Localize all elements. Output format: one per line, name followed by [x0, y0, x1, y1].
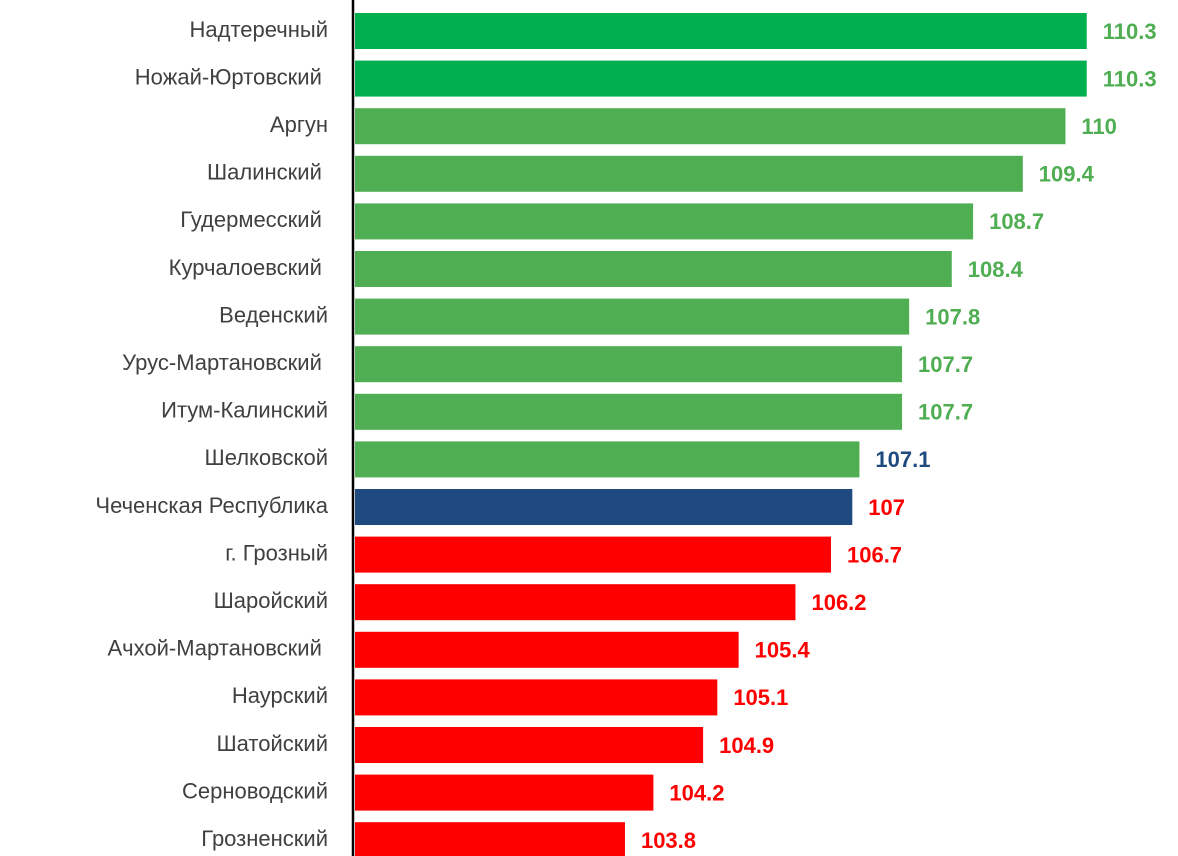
bar: [355, 251, 952, 287]
category-label: Серноводский: [182, 778, 328, 803]
value-label: 107.7: [918, 352, 973, 377]
value-label: 110.3: [1103, 19, 1157, 44]
category-label: Урус-Мартановский: [122, 350, 328, 375]
value-label: 103.8: [641, 828, 696, 853]
value-label: 108.7: [989, 209, 1044, 234]
value-label: 104.9: [719, 733, 774, 758]
bar: [355, 774, 654, 811]
category-label: Шатойский: [217, 731, 328, 756]
bar: [355, 536, 831, 573]
bar: [355, 155, 1023, 192]
value-label: 108.4: [968, 257, 1024, 282]
category-label: Грозненский: [201, 826, 328, 851]
value-label: 106.2: [811, 590, 866, 615]
value-label: 105.1: [733, 685, 788, 710]
bar: [355, 60, 1087, 97]
bar: [355, 679, 718, 716]
category-label: г. Грозный: [225, 540, 328, 565]
bar: [355, 346, 903, 383]
value-label: 107.7: [918, 400, 973, 425]
category-label: Аргун: [270, 112, 328, 137]
value-label: 107: [868, 495, 905, 520]
category-label: Шелковской: [205, 445, 328, 470]
bar: [355, 584, 796, 621]
bar: [355, 13, 1087, 49]
category-label: Ножай-Юртовский: [135, 64, 328, 89]
category-label: Ачхой-Мартановский: [107, 636, 328, 661]
category-label: Шалинский: [207, 160, 328, 185]
bar: [355, 489, 853, 525]
category-label: Гудермесский: [180, 207, 328, 232]
bar: [355, 631, 739, 668]
value-label: 110: [1081, 114, 1117, 139]
category-label: Чеченская Республика: [95, 493, 328, 518]
category-label: Наурский: [232, 683, 328, 708]
category-label: Курчалоевский: [169, 255, 328, 280]
value-label: 109.4: [1039, 162, 1095, 187]
category-label: Шаройский: [214, 588, 328, 613]
bar: [355, 108, 1066, 145]
value-label: 105.4: [755, 638, 811, 663]
value-label: 110.3: [1103, 66, 1157, 91]
value-label: 106.7: [847, 542, 902, 567]
bar: [355, 298, 910, 335]
bar: [355, 203, 974, 240]
bar: [355, 393, 903, 430]
bar: [355, 822, 625, 856]
category-label: Веденский: [219, 302, 328, 327]
category-label: Надтеречный: [190, 17, 328, 42]
value-label: 107.8: [925, 304, 980, 329]
value-label: 107.1: [875, 447, 930, 472]
category-label: Итум-Калинский: [161, 398, 328, 423]
bar: [355, 727, 704, 763]
value-label: 104.2: [669, 780, 724, 805]
bar: [355, 441, 860, 478]
